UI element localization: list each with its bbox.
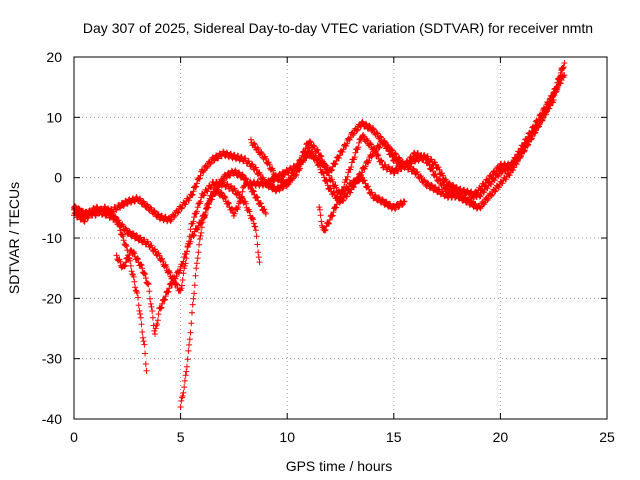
y-tick-label: 10: [46, 109, 62, 125]
plot-frame: [73, 56, 608, 420]
series-marks-track-2: [71, 178, 263, 294]
y-tick-label: -30: [42, 351, 62, 367]
x-tick-label: 20: [493, 429, 509, 445]
axis-ticks: 0 5 10 15 20 25 -40 -30 -20 -10 0 10 20: [42, 49, 615, 445]
x-tick-label: 5: [177, 429, 185, 445]
series-marks-track-6: [248, 66, 566, 212]
series-track-6: [248, 66, 566, 212]
series-marks-track-3: [71, 203, 150, 374]
y-axis-label: SDTVAR / TECUs: [6, 182, 22, 294]
chart-title: Day 307 of 2025, Sidereal Day-to-day VTE…: [83, 20, 593, 36]
series-track-3: [71, 203, 150, 374]
x-tick-label: 10: [279, 429, 295, 445]
series-marks-track-5: [177, 60, 568, 410]
y-tick-label: -10: [42, 230, 62, 246]
x-axis-label: GPS time / hours: [286, 458, 393, 474]
grid-lines: [74, 57, 607, 419]
x-tick-label: 15: [386, 429, 402, 445]
x-tick-label: 25: [599, 429, 615, 445]
y-tick-label: 20: [46, 49, 62, 65]
series-track-7: [316, 72, 568, 234]
series-marks-track-7: [316, 72, 568, 234]
y-tick-label: -20: [42, 290, 62, 306]
series-track-2: [71, 178, 263, 294]
y-tick-label: -40: [42, 411, 62, 427]
data-points: [71, 60, 568, 410]
x-tick-label: 0: [70, 429, 78, 445]
series-track-5: [177, 60, 568, 410]
y-tick-label: 0: [54, 170, 62, 186]
